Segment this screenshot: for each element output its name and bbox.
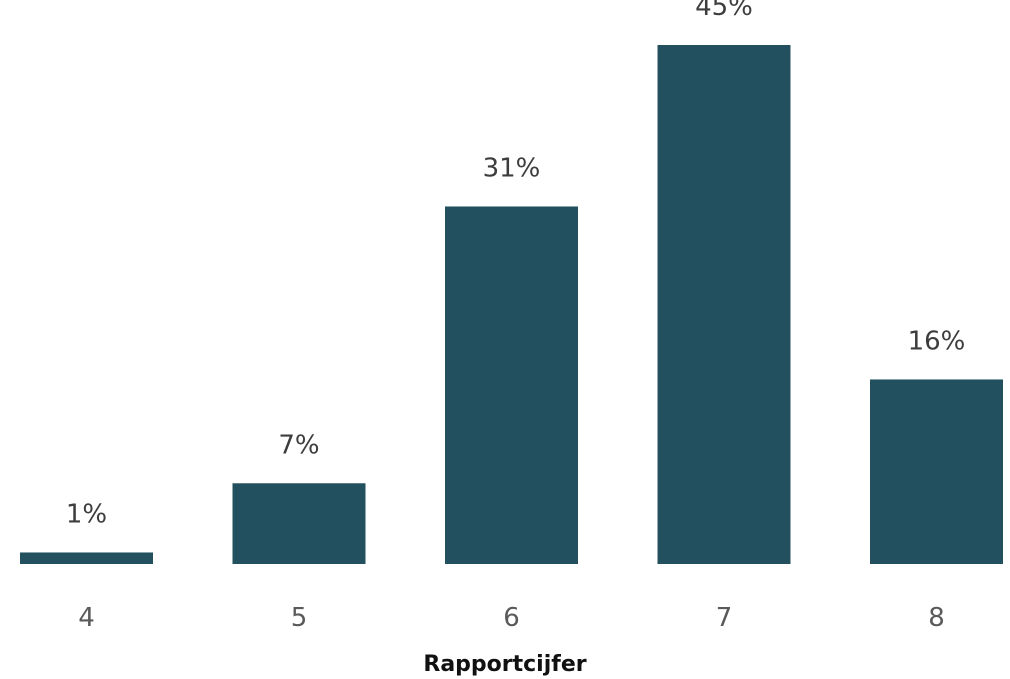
bar-8 [870,379,1003,564]
value-label-7: 45% [695,0,753,22]
x-tick-labels-group: 4 5 6 7 8 [78,603,945,633]
value-label-8: 16% [908,326,966,356]
x-tick-label-4: 4 [78,603,95,633]
x-tick-label-7: 7 [716,603,733,633]
x-tick-label-8: 8 [928,603,945,633]
bar-5 [232,483,366,564]
bar-7 [657,45,791,564]
value-labels-group: 1% 7% 31% 45% 16% [66,0,966,529]
value-label-5: 7% [278,430,319,460]
x-axis-title: Rapportcijfer [423,652,586,677]
x-tick-label-6: 6 [503,603,520,633]
bar-4 [20,552,153,564]
bar-6 [445,206,578,564]
value-label-4: 1% [66,499,107,529]
value-label-6: 31% [483,153,541,183]
x-tick-label-5: 5 [291,603,308,633]
bars-group [20,45,1003,564]
